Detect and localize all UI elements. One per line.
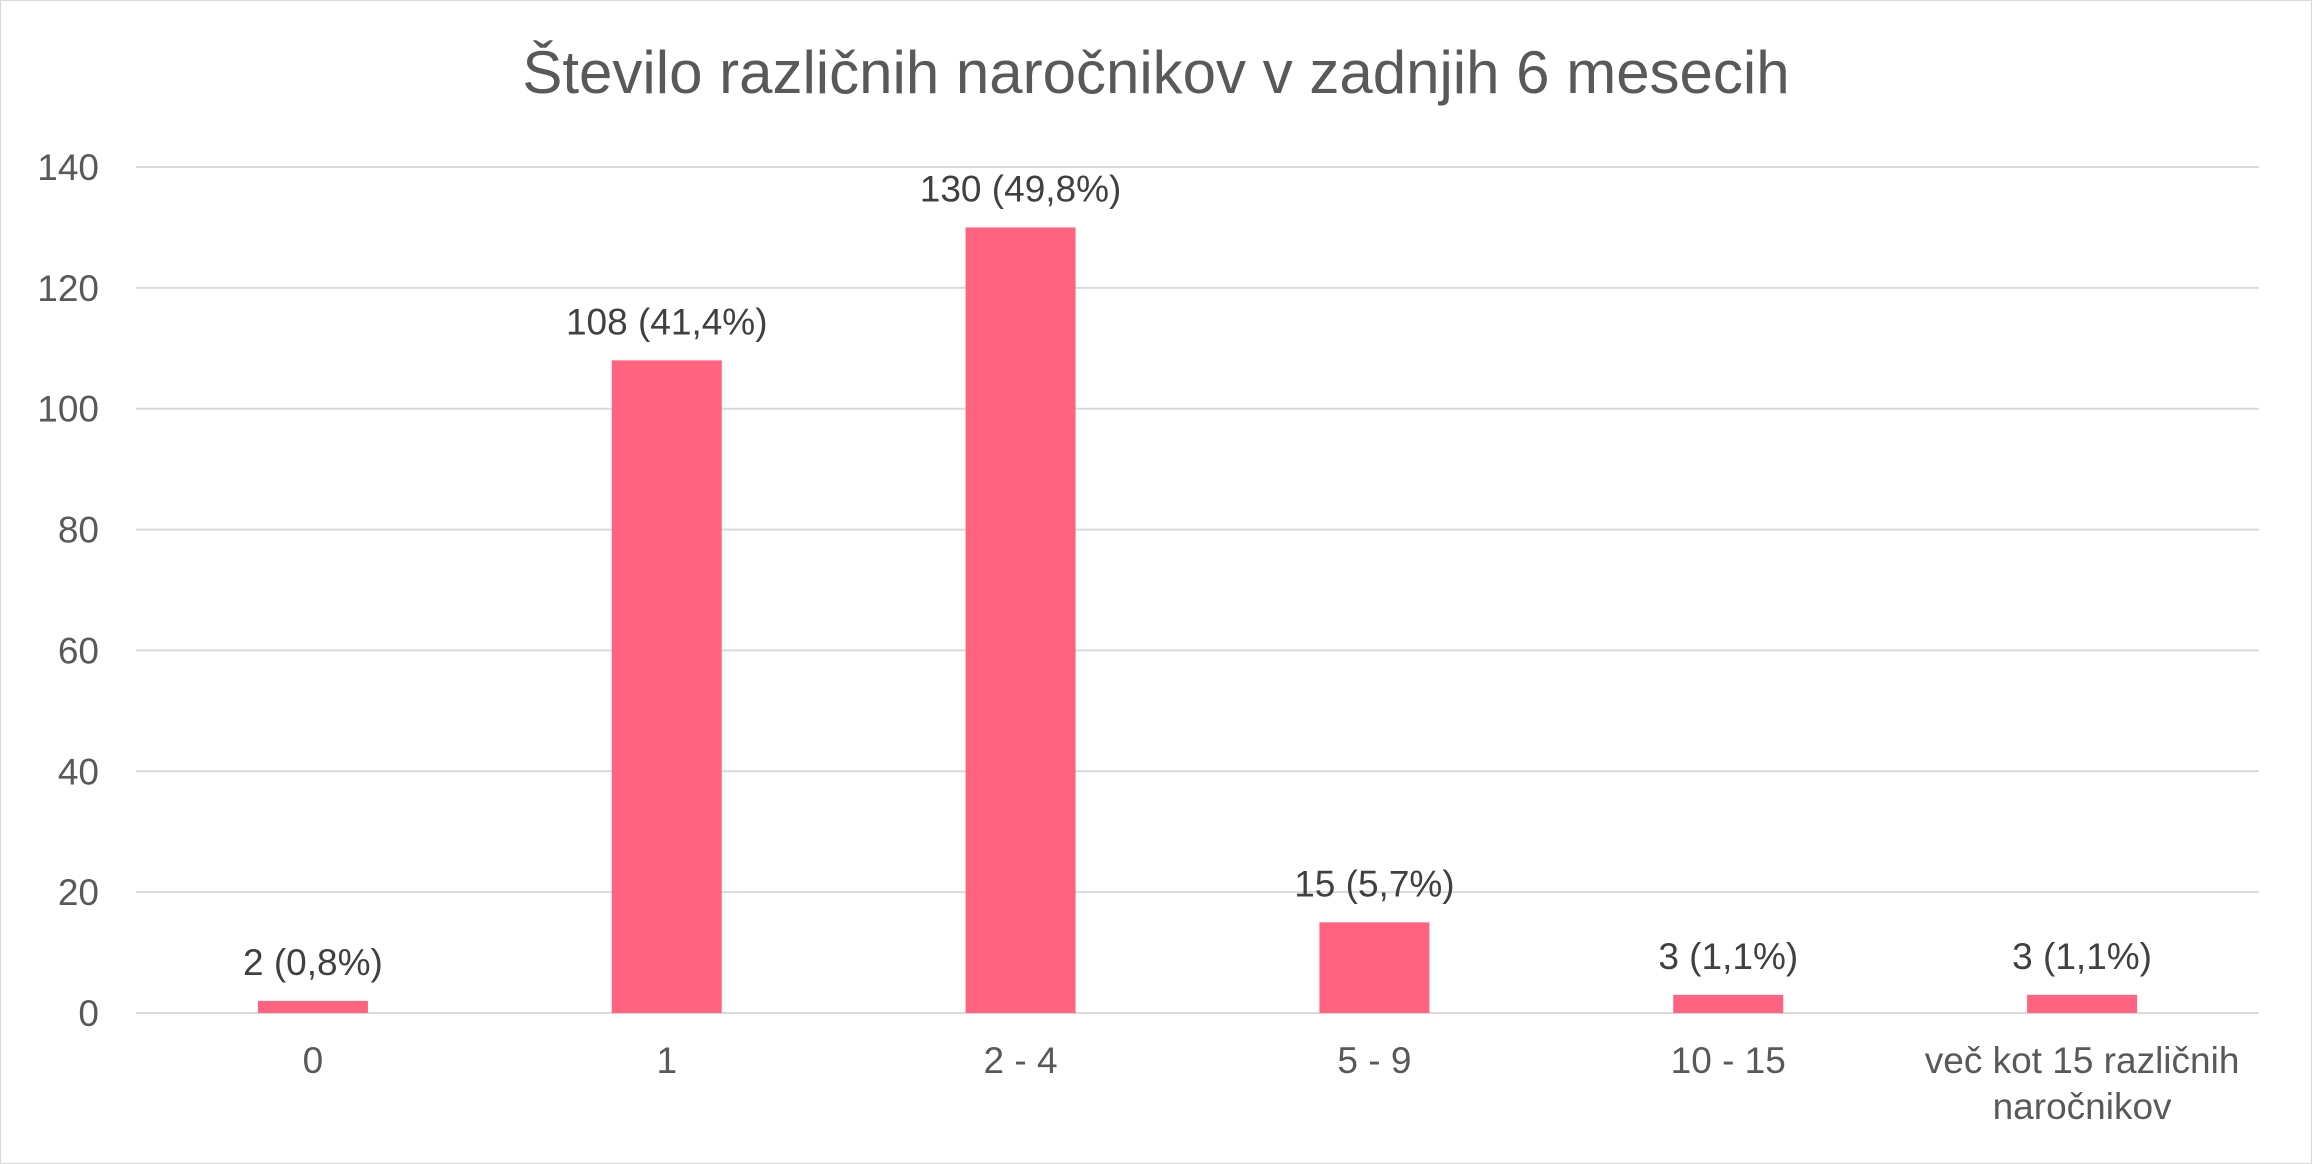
data-labels: 2 (0,8%) 108 (41,4%) 130 (49,8%) 15 (5,7%) 3… <box>243 168 2152 982</box>
y-tick-label: 140 <box>37 147 99 188</box>
bar <box>611 360 722 1013</box>
data-label: 3 (1,1%) <box>1658 936 1798 977</box>
y-axis-ticks: 0 20 40 60 80 100 120 140 <box>37 147 99 1034</box>
y-tick-label: 80 <box>58 510 99 551</box>
category-label: več kot 15 različnih <box>1925 1040 2240 1081</box>
y-tick-label: 120 <box>37 268 99 309</box>
bar <box>1319 922 1430 1013</box>
category-label: 0 <box>303 1040 324 1081</box>
bar <box>1673 994 1784 1013</box>
data-label: 15 (5,7%) <box>1294 863 1454 904</box>
data-label: 3 (1,1%) <box>2012 936 2152 977</box>
gridlines <box>136 166 2259 1014</box>
bar <box>257 1000 368 1013</box>
y-tick-label: 0 <box>78 993 99 1034</box>
category-label: 2 - 4 <box>984 1040 1058 1081</box>
bar <box>2027 994 2138 1013</box>
category-label: 1 <box>656 1040 677 1081</box>
y-tick-label: 20 <box>58 872 99 913</box>
data-label: 108 (41,4%) <box>566 301 768 342</box>
y-tick-label: 60 <box>58 630 99 671</box>
y-tick-label: 40 <box>58 751 99 792</box>
category-label: naročnikov <box>1993 1086 2172 1127</box>
data-label: 130 (49,8%) <box>920 168 1122 209</box>
y-tick-label: 100 <box>37 389 99 430</box>
bar <box>965 227 1076 1013</box>
data-label: 2 (0,8%) <box>243 942 383 983</box>
category-label: 5 - 9 <box>1337 1040 1411 1081</box>
chart-title: Število različnih naročnikov v zadnjih 6… <box>522 39 1789 106</box>
category-label: 10 - 15 <box>1671 1040 1786 1081</box>
x-axis-categories: 0 1 2 - 4 5 - 9 10 - 15 več kot 15 različnih n… <box>303 1040 2240 1127</box>
bars <box>257 227 2138 1013</box>
